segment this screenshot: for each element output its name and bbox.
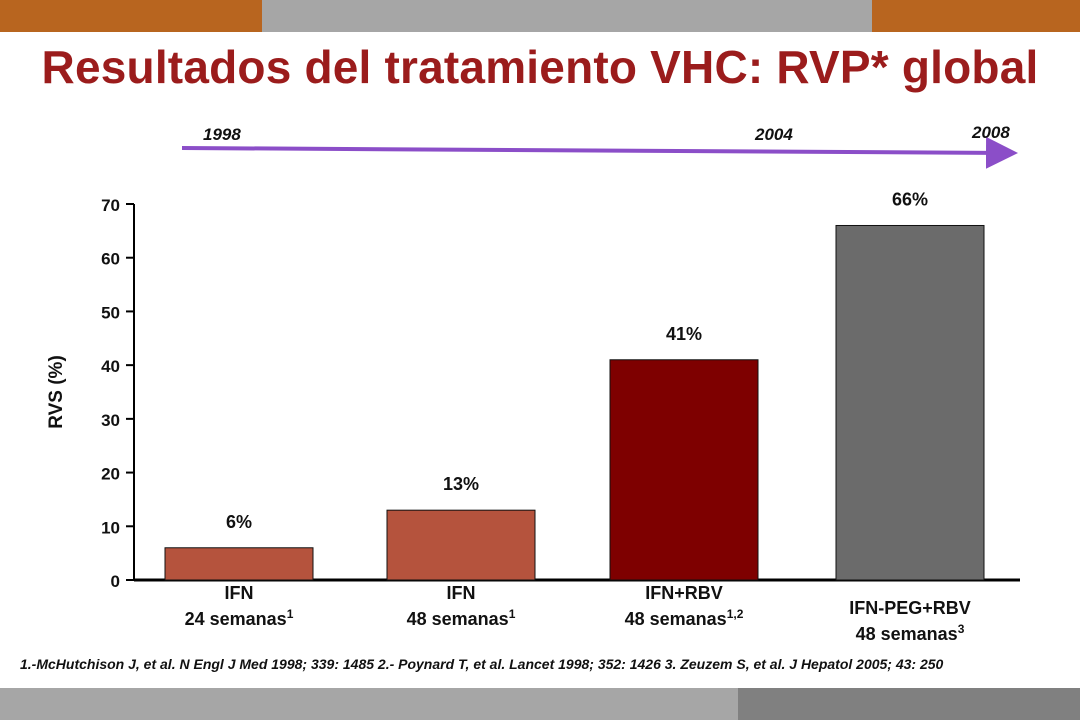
category-label-line1: IFN-PEG+RBV bbox=[849, 598, 971, 618]
category-label-line2: 48 semanas1 bbox=[407, 607, 516, 629]
y-tick-label: 20 bbox=[101, 465, 120, 484]
bar-value-label: 13% bbox=[443, 474, 479, 494]
bottom-band-right bbox=[738, 688, 1080, 720]
category-reference-superscript: 1,2 bbox=[727, 607, 744, 621]
timeline: 1998 2004 2008 bbox=[181, 123, 1018, 169]
y-tick-label: 40 bbox=[101, 357, 120, 376]
bar-value-label: 66% bbox=[892, 189, 928, 209]
top-band-middle bbox=[262, 0, 872, 32]
y-tick-label: 70 bbox=[101, 196, 120, 215]
y-tick-label: 50 bbox=[101, 303, 120, 322]
bar-value-label: 6% bbox=[226, 512, 252, 532]
page-title: Resultados del tratamiento VHC: RVP* glo… bbox=[41, 41, 1039, 93]
bars bbox=[164, 224, 985, 581]
value-labels: 6% 13% 41% 66% bbox=[226, 189, 928, 531]
category-label-line1: IFN bbox=[447, 583, 476, 603]
bar bbox=[386, 509, 536, 581]
category-reference-superscript: 3 bbox=[958, 622, 965, 636]
category-label-line1: IFN+RBV bbox=[645, 583, 723, 603]
category-label-line1: IFN bbox=[225, 583, 254, 603]
category-label-line2: 48 semanas1,2 bbox=[625, 607, 744, 629]
bottom-band-left bbox=[0, 688, 738, 720]
y-tick-label: 10 bbox=[101, 518, 120, 537]
timeline-year-2008: 2008 bbox=[971, 123, 1010, 142]
y-tick-label: 30 bbox=[101, 411, 120, 430]
top-band-right bbox=[872, 0, 1080, 32]
bar bbox=[609, 359, 759, 581]
bar-chart: 1998 2004 2008 RVS (%) 0 10 20 30 40 50 60 70 6… bbox=[46, 123, 1020, 644]
category-label-line2: 48 semanas3 bbox=[856, 622, 965, 644]
top-band-left bbox=[0, 0, 262, 32]
y-tick-label: 0 bbox=[111, 572, 120, 591]
bar-value-label: 41% bbox=[666, 324, 702, 344]
timeline-year-1998: 1998 bbox=[203, 125, 241, 144]
category-reference-superscript: 1 bbox=[287, 607, 294, 621]
timeline-arrow bbox=[181, 136, 1018, 169]
footnote-references: 1.-McHutchison J, et al. N Engl J Med 19… bbox=[20, 656, 944, 672]
category-labels: IFN 24 semanas1 IFN 48 semanas1 IFN+RBV 48 se… bbox=[185, 583, 971, 644]
timeline-year-2004: 2004 bbox=[754, 125, 793, 144]
category-reference-superscript: 1 bbox=[509, 607, 516, 621]
bar bbox=[835, 224, 985, 581]
y-axis-label: RVS (%) bbox=[46, 355, 67, 429]
category-label-line2: 24 semanas1 bbox=[185, 607, 294, 629]
bar bbox=[164, 547, 314, 581]
y-axis-ticks: 0 10 20 30 40 50 60 70 bbox=[101, 196, 134, 591]
y-tick-label: 60 bbox=[101, 250, 120, 269]
